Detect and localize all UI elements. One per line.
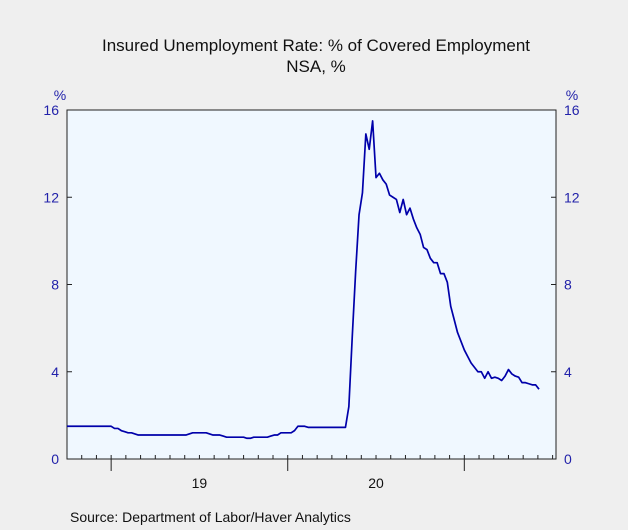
plot-area <box>66 109 557 460</box>
source-note: Source: Department of Labor/Haver Analyt… <box>70 509 351 525</box>
x-tick-label-1: 20 <box>368 475 384 491</box>
y-tick-label-right-0: 0 <box>564 451 572 467</box>
chart-title: Insured Unemployment Rate: % of Covered … <box>102 36 530 55</box>
series-line <box>67 120 540 440</box>
y-tick-label-left-3: 12 <box>43 189 59 205</box>
y-tick-label-right-4: 16 <box>564 102 580 118</box>
x-tick-label-0: 19 <box>192 475 208 491</box>
y-ticks-right: 0 4 8 12 16 <box>551 102 580 467</box>
y-tick-label-left-4: 16 <box>43 102 59 118</box>
y-tick-label-right-2: 8 <box>564 277 572 293</box>
y-tick-label-left-1: 4 <box>51 364 59 380</box>
y-tick-label-left-0: 0 <box>51 451 59 467</box>
y-tick-label-right-3: 12 <box>564 189 580 205</box>
y-axis-unit-right: % <box>566 87 578 103</box>
y-tick-label-left-2: 8 <box>51 277 59 293</box>
x-minor-ticks <box>66 455 554 471</box>
y-axis-unit-left: % <box>54 87 66 103</box>
y-tick-label-right-1: 4 <box>564 364 572 380</box>
x-tick-labels: 19 20 <box>192 475 384 491</box>
chart-subtitle: NSA, % <box>286 57 346 76</box>
y-ticks-left: 0 4 8 12 16 <box>43 102 72 467</box>
